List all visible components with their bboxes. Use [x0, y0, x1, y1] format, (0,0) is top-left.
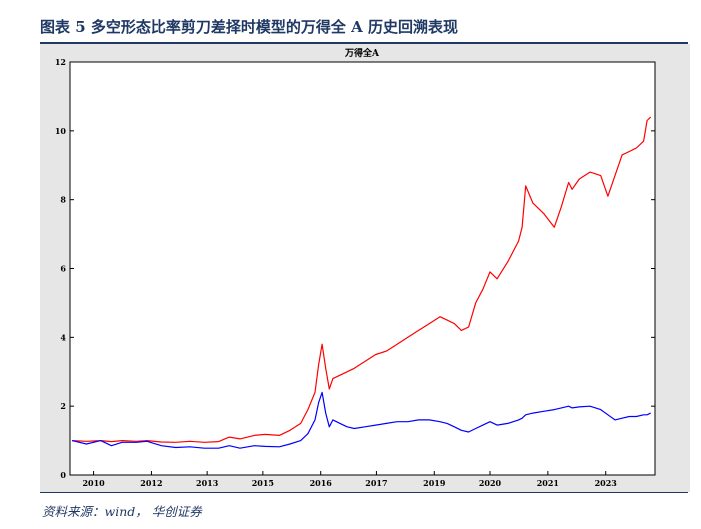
x-tick-label: 2021 [537, 478, 559, 488]
figure-header: 图表 5 多空形态比率剪刀差择时模型的万得全 A 历史回溯表现 [40, 14, 688, 44]
x-tick-label: 2013 [196, 478, 219, 488]
figure-footer: 资料来源：wind， 华创证券 [40, 492, 688, 527]
x-tick-label: 2016 [310, 478, 333, 488]
axes: 2010 2012 2013 2015 2016 2017 2019 2020 2021 2023… [55, 57, 655, 488]
x-tick-label: 2020 [479, 478, 502, 488]
y-tick-label: 4 [60, 332, 66, 342]
series-line-red [72, 116, 652, 443]
y-tick-label: 0 [60, 470, 66, 480]
x-tick-label: 2017 [365, 478, 387, 488]
x-tick-label: 2010 [82, 478, 105, 488]
y-tick-label: 6 [60, 264, 66, 274]
y-tick-label: 10 [55, 126, 67, 136]
chart-title: 万得全A [344, 47, 380, 59]
x-tick-label: 2019 [423, 478, 446, 488]
x-tick-label: 2023 [595, 478, 618, 488]
chart-svg: 万得全A 2010 2012 2013 2015 2016 2017 2019 2020 202… [40, 44, 690, 492]
chart-panel: 万得全A 2010 2012 2013 2015 2016 2017 2019 2020 202… [40, 44, 690, 492]
figure-source: 资料来源：wind， 华创证券 [42, 504, 202, 519]
y-tick-label: 12 [55, 57, 66, 67]
series-lines [71, 116, 652, 449]
figure-title: 图表 5 多空形态比率剪刀差择时模型的万得全 A 历史回溯表现 [40, 18, 458, 36]
x-tick-label: 2015 [252, 478, 274, 488]
series-line-blue [71, 391, 651, 449]
x-tick-label: 2012 [140, 478, 162, 488]
y-tick-label: 8 [60, 195, 66, 205]
plot-area [69, 61, 656, 476]
y-tick-label: 2 [60, 401, 66, 411]
